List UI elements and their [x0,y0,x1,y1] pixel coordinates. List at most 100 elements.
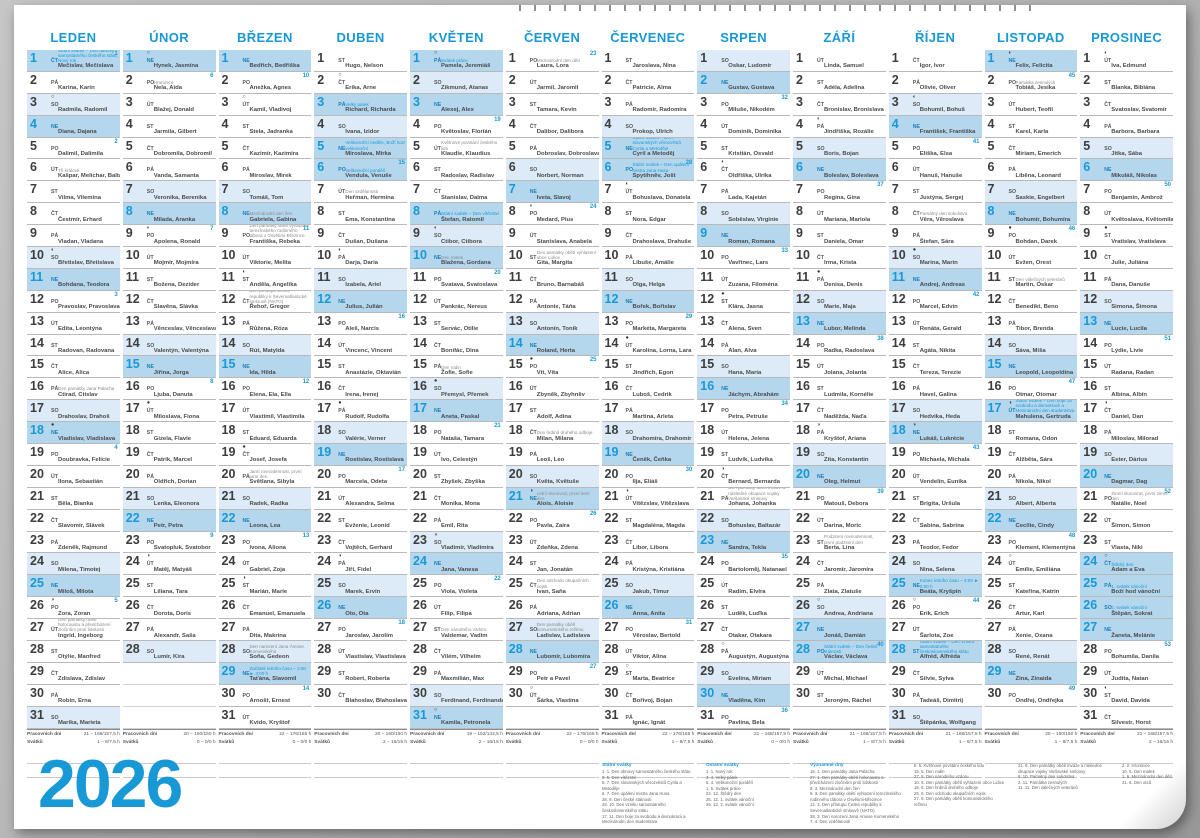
empty-day-cell [122,685,216,707]
name-days: Ludmila, Kornélie [824,391,874,398]
day-number: 21 [317,488,332,503]
name-days: Ilja, Eliáš [632,479,658,486]
day-number: 3 [30,94,37,109]
holidays-value: 1 – 8/7,5 h [958,739,982,745]
day-note: Začátek letního času – 2:00 ► 3:00 h [249,665,306,677]
name-days: Bohumila, Danila [1111,654,1160,661]
weekday-abbr: NE [721,233,729,240]
legend-item: 28. 3. Den narození Jana Ámose Komenskéh… [810,813,900,819]
day-number: 17 [125,401,140,416]
weekday-abbr: NE [1008,517,1016,524]
day-text: Jiří, Fidel [345,567,405,573]
name-days: Lukáš, Lukrécie [919,435,965,442]
day-cell: 26 ST Luděk, Luďka [697,597,790,620]
weekday-abbr: SO [625,583,634,590]
day-number: 16 [125,379,140,394]
workdays-row: Pracovních dní 20 – 160/150 h [314,731,407,739]
name-days: Iveta, Slavoj [536,194,571,201]
day-number: 23 [413,532,427,547]
weekday-abbr: SO [625,276,634,283]
day-number: 4 [700,116,708,131]
name-days: Vít, Víta [536,369,559,376]
day-number: 15 [891,357,906,372]
day-cell: 20 ST Zbyšek, Zbyška [410,466,503,488]
weekday-abbr: PÁ [51,386,59,393]
name-days: Zdeněk, Rajmund [58,545,108,551]
name-days: Emílie, Emiliána [1015,566,1061,573]
day-cell: 24 PÁ Kristýna, Kristiána [601,553,695,576]
day-cell: 15 PO ● 25 Vít, Víta [505,356,599,379]
name-days: Vavřinec, Lars [728,260,769,267]
day-cell: 12 PO 42 Marcel, Edvin [888,291,982,313]
day-text: Tamara, Kevin [537,107,597,113]
day-number: 20 [604,466,619,481]
weekday-abbr: SO [529,320,538,327]
day-text: Den památky obětí komunistického režimu L… [537,622,597,639]
moon-phase-icon: ● [912,247,917,254]
day-cell: 14 ČT Bonifác, Dina [410,335,503,357]
day-number: 16 [891,379,906,394]
day-cell: 29 SO Evelína, Miriam [697,662,790,685]
weekday-abbr: PÁ [817,583,825,590]
weekday-abbr: PÁ [51,539,59,546]
day-number: 11 [604,269,618,284]
name-days: Richard, Richarda [345,107,396,114]
name-days: Karel, Karla [1015,129,1049,136]
day-number: 10 [30,248,44,263]
weekday-abbr: SO [51,101,59,108]
day-cell: 8 ČT Čestmír, Erhard [27,203,120,226]
name-days: Vendula, Venuše [345,172,392,179]
day-cell: 28 ST Státní svátek – Den vzniku samostatn… [888,641,982,663]
weekday-abbr: ÚT [1104,58,1112,64]
day-text: Jindřiška, Rozálie [824,129,884,135]
day-text: Lubomír, Lubomíra [537,654,597,660]
weekday-abbr: NE [146,364,154,371]
weekday-abbr: PO [146,79,155,86]
day-text: Bohuslav, Baltazár [728,523,788,529]
day-text: Evžen, Orest [1016,260,1076,266]
name-days: Šárka, Vlastina [536,698,579,705]
day-number: 25 [317,576,332,591]
day-cell: 6 ST Radoslav, Radislav [410,159,503,182]
moon-phase-icon: ◑ [817,422,821,429]
day-number: 19 [317,445,332,460]
day-number: 8 [221,204,229,219]
name-days: Benjamín, Ambrož [1111,194,1163,201]
name-days: Anděla, Angelika [249,282,297,289]
week-number: 19 [494,116,501,123]
name-days: Lubor, Melinda [824,326,866,333]
day-text: Silvie, Sylva [920,676,980,682]
day-cell: 28 ÚT Viktor, Alina [601,641,695,663]
weekday-abbr: NE [625,145,633,152]
weekday-abbr: ČT [51,58,58,64]
day-number: 13 [891,313,906,328]
day-cell: 30 ÚT ○ Šárka, Vlastina [505,685,599,707]
weekday-abbr: PO [817,495,825,502]
day-cell: 16 ST Ludmila, Kornélie [793,378,886,401]
moon-phase-icon: ◐ [51,247,55,254]
weekday-abbr: SO [51,714,59,721]
day-number: 2 [700,72,708,87]
name-days: Diana, Dajana [58,129,97,136]
day-number: 21 [987,488,1002,503]
holidays-value: 1 – 8/7,5 h [1054,739,1078,745]
day-cell: 13 PO 29 Markéta, Margareta [601,313,695,335]
legend-item: 1. 5. Svátek práce [706,785,741,791]
name-days: Bruno, Barnabáš [536,282,585,289]
day-cell: 1 PÁ ○ Svátek práce Pamela, Jeremiáš [410,50,503,72]
name-days: Mariana, Mariola [824,216,871,223]
day-number: 5 [413,138,420,153]
month-column-10: ŘÍJEN 1 ČT Igor, Ivor 2 PÁ Olivie, Oliver 3 SO ◐ B… [888,29,982,778]
day-cell: 12 ÚT Pankrác, Nereus [410,291,503,313]
day-number: 17 [891,401,906,416]
name-days: Prokop, Ulrich [632,129,673,136]
day-number: 17 [221,401,236,416]
weekday-abbr: ST [434,167,441,174]
day-cell: 13 NE Lubor, Melinda [793,312,886,335]
holidays-row: Svátků 1 – 8/7,5 h [793,739,886,747]
weekday-abbr: ČT [242,605,250,612]
day-number: 27 [987,620,1002,635]
day-cell: 3 PO 32 Miluše, Nikodém [697,94,790,116]
name-days: Xenie, Oxana [1015,632,1053,639]
legend-item: 6. 7. Den upálení mistra Jana Husa [602,791,670,797]
